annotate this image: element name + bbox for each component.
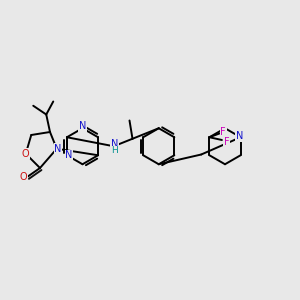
Text: N: N — [54, 144, 62, 154]
Text: N: N — [111, 139, 118, 149]
Text: F: F — [220, 127, 226, 137]
Text: H: H — [111, 146, 118, 155]
Text: F: F — [224, 137, 229, 147]
Text: N: N — [65, 150, 73, 160]
Text: O: O — [22, 149, 30, 159]
Text: N: N — [236, 131, 243, 141]
Text: N: N — [79, 121, 86, 131]
Text: O: O — [20, 172, 28, 182]
